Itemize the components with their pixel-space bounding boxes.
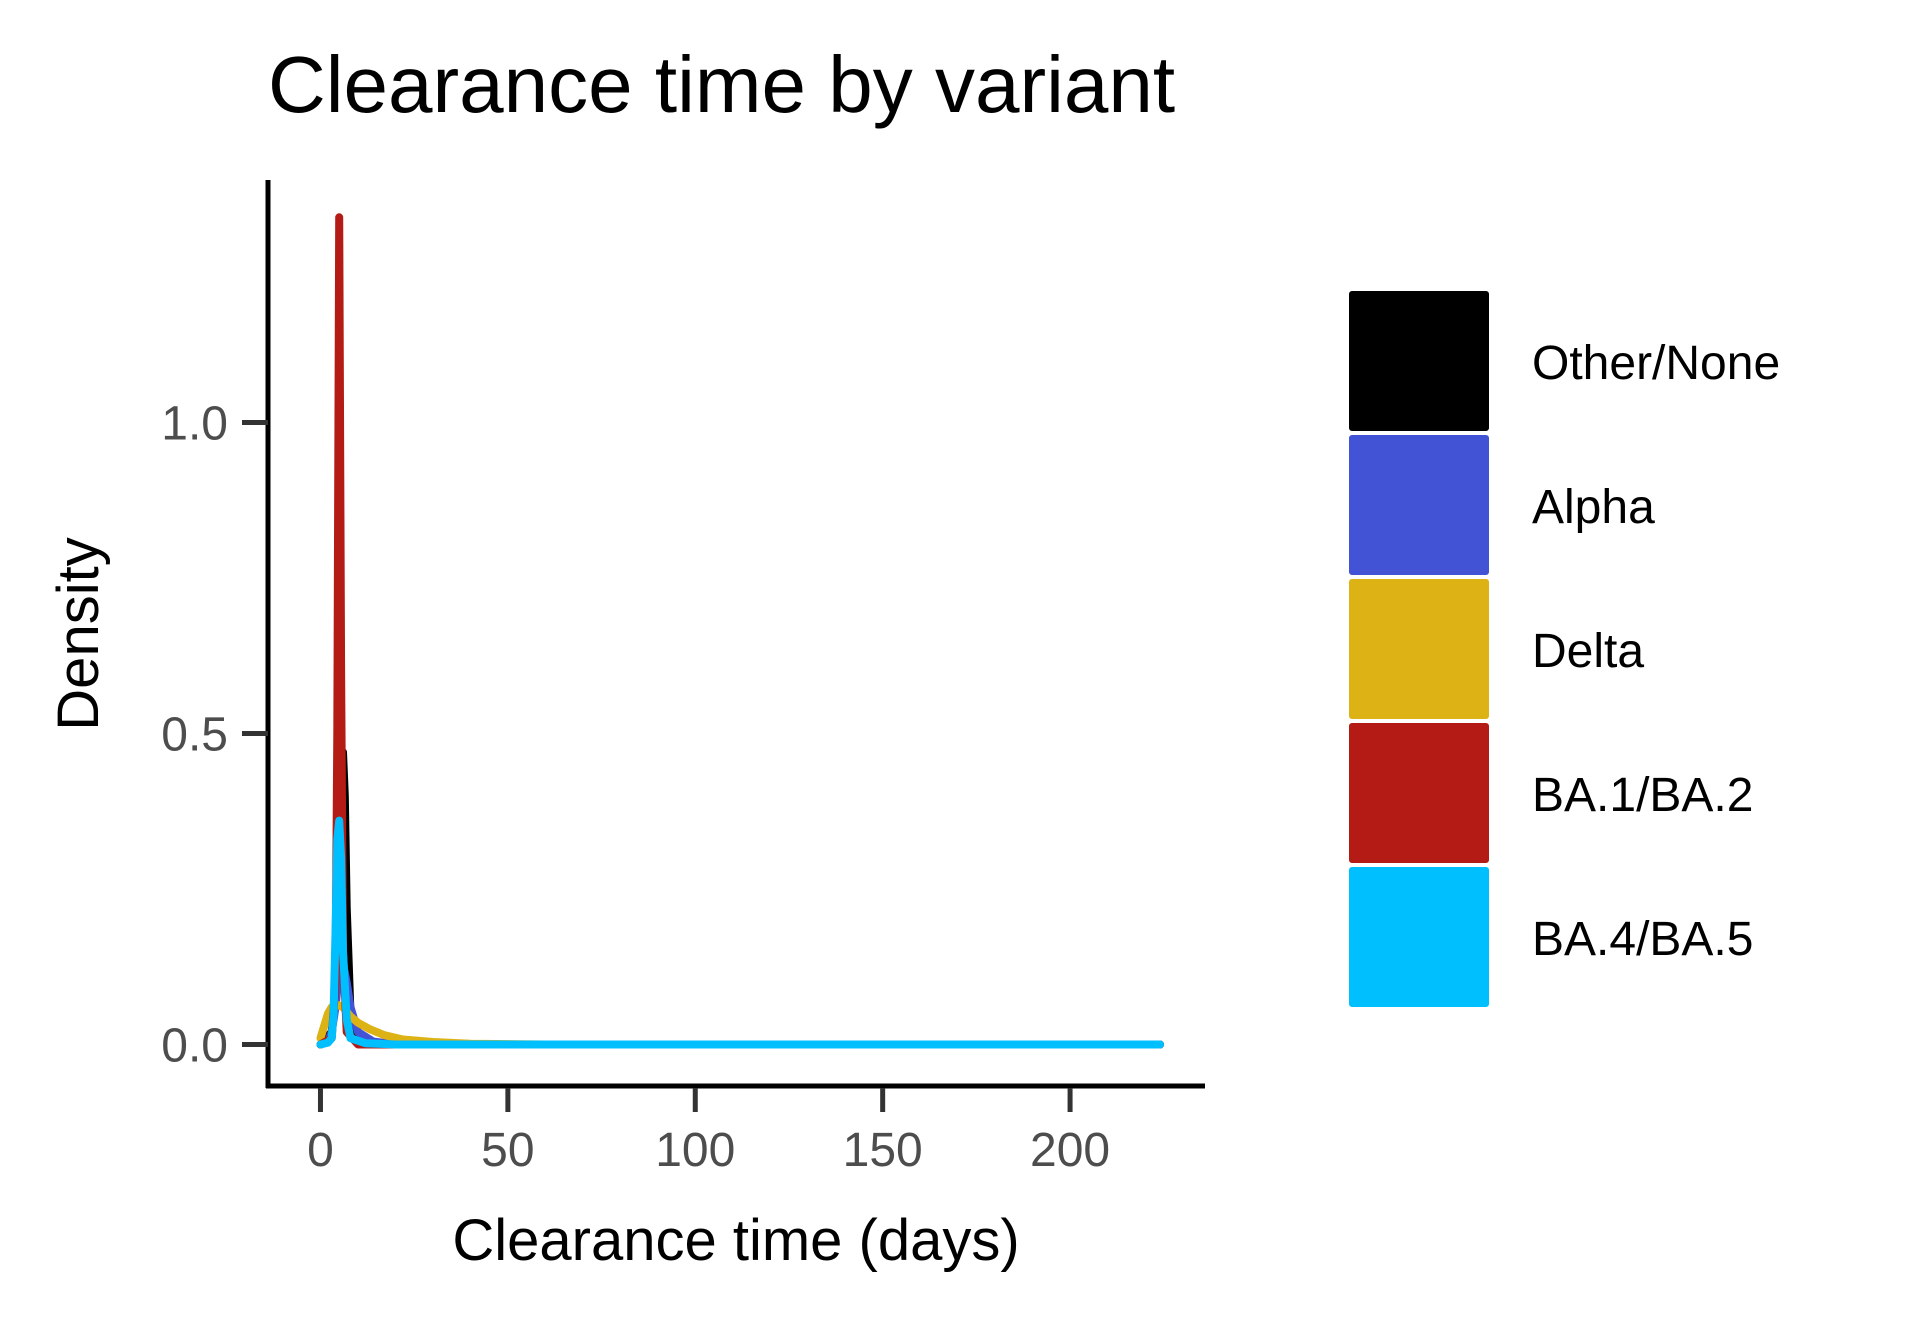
legend-label-0: Other/None [1532,337,1780,390]
y-axis-ticks: 0.0 0.5 1.0 [161,398,268,1072]
y-tick-label: 1.0 [161,398,228,451]
legend-label-1: Alpha [1532,481,1655,534]
x-tick-label: 100 [655,1124,735,1177]
legend-key-0 [1347,289,1491,433]
series-layer [316,213,1164,1049]
series-line-3 [316,213,1164,1049]
y-axis-title: Density [46,537,111,730]
series-line-2 [316,1000,1164,1049]
legend: Other/None Alpha Delta BA.1/BA.2 BA.4/BA.5 [1347,289,1780,1009]
legend-key-1 [1347,433,1491,577]
x-tick-label: 0 [307,1124,334,1177]
x-axis-ticks: 0 50 100 150 200 [307,1088,1110,1177]
y-tick-label: 0.0 [161,1019,228,1072]
legend-label-3: BA.1/BA.2 [1532,769,1753,822]
series-line-1 [316,959,1164,1049]
legend-key-4 [1347,865,1491,1009]
x-tick-label: 150 [843,1124,923,1177]
plot-area: 0.0 0.5 1.0 0 50 100 150 200 [161,180,1205,1177]
legend-key-3 [1347,721,1491,865]
x-axis-title: Clearance time (days) [452,1208,1019,1273]
chart-title: Clearance time by variant [268,40,1175,129]
x-tick-label: 200 [1030,1124,1110,1177]
series-line-4 [316,816,1164,1049]
series-line-0 [316,748,1164,1049]
legend-label-4: BA.4/BA.5 [1532,913,1753,966]
y-tick-label: 0.5 [161,709,228,762]
legend-label-2: Delta [1532,625,1644,678]
x-tick-label: 50 [481,1124,534,1177]
legend-key-2 [1347,577,1491,721]
